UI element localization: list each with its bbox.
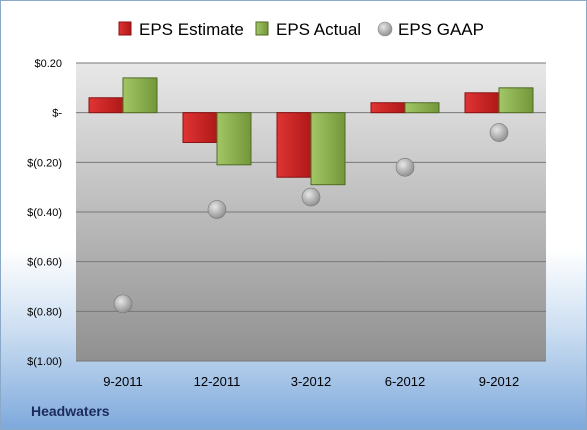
legend-eps-actual-label: EPS Actual [276, 20, 361, 39]
eps-actual-bar [404, 102, 440, 114]
x-tick-label: 12-2011 [194, 374, 241, 389]
x-tick-label: 9-2011 [103, 374, 143, 389]
x-tick-label: 9-2012 [479, 374, 519, 389]
y-tick-label: $(1.00) [27, 356, 62, 368]
eps-actual-bar [122, 77, 158, 114]
eps-estimate-bar [370, 102, 406, 114]
legend-eps-gaap-label: EPS GAAP [398, 20, 484, 39]
eps-estimate-bar [464, 92, 500, 114]
company-name: Headwaters [31, 403, 110, 419]
eps-gaap-point [489, 123, 509, 142]
legend-eps-gaap-swatch [377, 21, 393, 37]
x-tick-label: 3-2012 [291, 374, 331, 389]
legend-eps-estimate-swatch [118, 21, 132, 36]
eps-actual-bar [216, 112, 252, 166]
y-tick-label: $- [52, 108, 62, 120]
eps-estimate-bar [182, 112, 218, 143]
y-tick-label: $(0.60) [27, 257, 62, 269]
eps-actual-bar [498, 87, 534, 114]
eps-gaap-point [207, 200, 227, 219]
eps-gaap-point [113, 294, 133, 314]
eps-gaap-point [301, 187, 321, 207]
eps-estimate-bar [88, 97, 124, 114]
y-tick-label: $(0.20) [27, 157, 62, 169]
eps-estimate-bar [276, 112, 312, 178]
eps-actual-bar [310, 112, 346, 186]
y-tick-label: $(0.40) [27, 207, 62, 219]
eps-gaap-point [395, 158, 415, 177]
y-tick-label: $(0.80) [27, 306, 62, 318]
legend-eps-estimate-label: EPS Estimate [139, 20, 244, 39]
y-tick-label: $0.20 [34, 58, 62, 70]
legend-eps-actual-swatch [255, 21, 269, 36]
x-tick-label: 6-2012 [385, 374, 425, 389]
